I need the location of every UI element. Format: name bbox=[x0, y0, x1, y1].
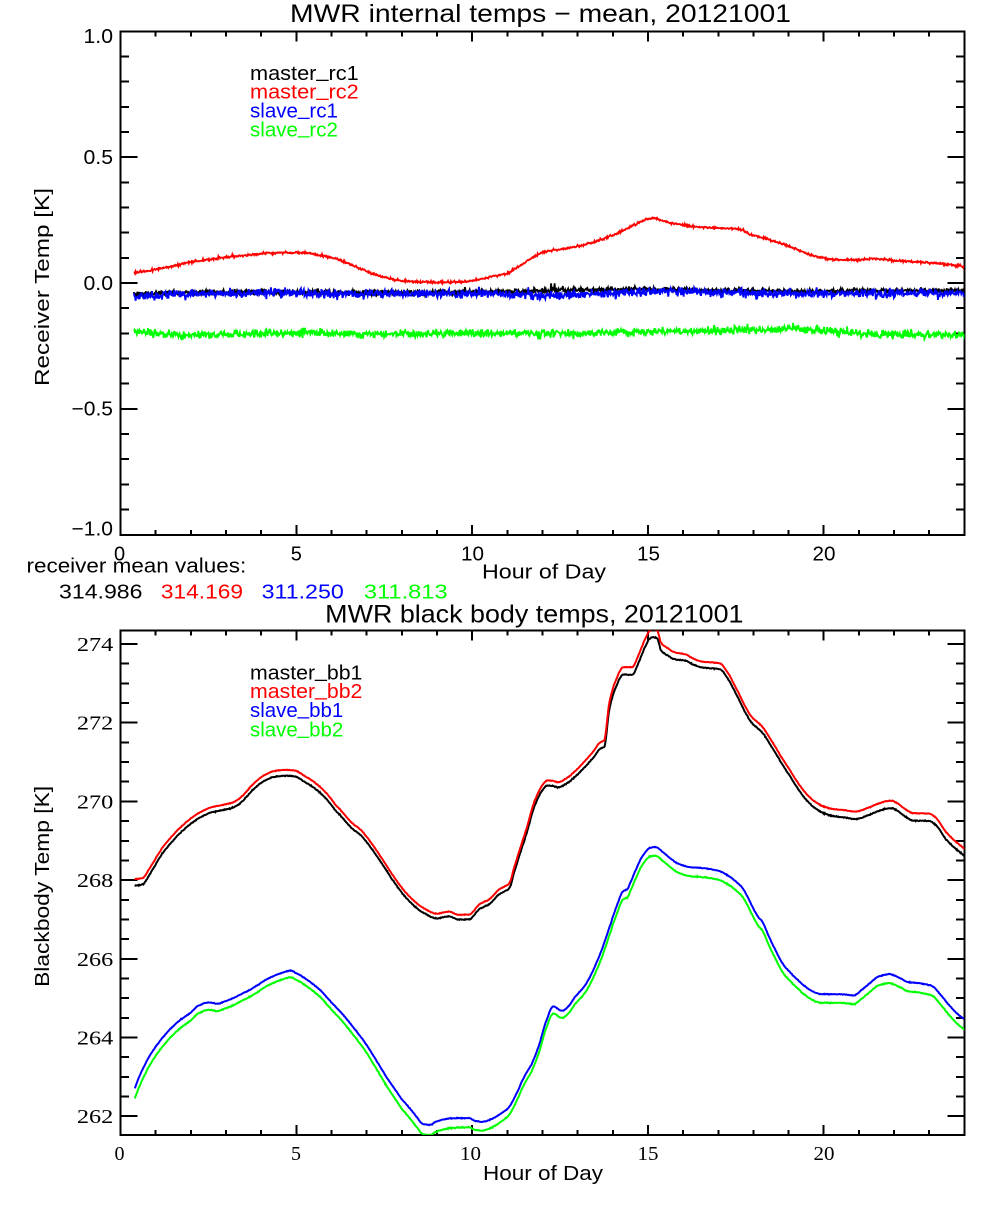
svg-text:slave_rc2: slave_rc2 bbox=[250, 117, 338, 142]
svg-text:Hour of Day: Hour of Day bbox=[483, 1163, 603, 1185]
svg-text:Blackbody Temp [K]: Blackbody Temp [K] bbox=[32, 786, 54, 987]
svg-text:slave_bb2: slave_bb2 bbox=[250, 717, 343, 742]
svg-text:266: 266 bbox=[77, 949, 113, 971]
svg-text:5: 5 bbox=[291, 544, 302, 566]
svg-text:Hour of Day: Hour of Day bbox=[482, 562, 606, 584]
svg-text:−1.0: −1.0 bbox=[72, 518, 114, 540]
svg-text:314.986: 314.986 bbox=[59, 582, 143, 604]
svg-text:311.813: 311.813 bbox=[364, 582, 448, 604]
svg-text:20: 20 bbox=[814, 1143, 835, 1165]
svg-text:274: 274 bbox=[77, 634, 113, 656]
svg-text:270: 270 bbox=[77, 791, 113, 813]
svg-text:Receiver Temp [K]: Receiver Temp [K] bbox=[32, 188, 54, 386]
svg-text:master_rc1: master _rc1 bbox=[250, 60, 359, 85]
svg-text:264: 264 bbox=[77, 1028, 113, 1050]
svg-text:master_bb1: master _bb1 bbox=[250, 660, 362, 685]
svg-text:master_rc2: master _rc2 bbox=[250, 79, 359, 104]
svg-text:MWR black body temps, 20121001: MWR black body temps, 20121001 bbox=[325, 601, 743, 629]
svg-text:20: 20 bbox=[813, 544, 836, 566]
svg-text:15: 15 bbox=[637, 544, 660, 566]
svg-text:0: 0 bbox=[115, 1143, 125, 1165]
svg-text:15: 15 bbox=[638, 1143, 659, 1165]
svg-text:272: 272 bbox=[77, 713, 113, 735]
svg-text:311.250: 311.250 bbox=[262, 582, 344, 604]
svg-text:1.0: 1.0 bbox=[84, 26, 114, 48]
svg-text:10: 10 bbox=[461, 544, 484, 566]
svg-text:262: 262 bbox=[77, 1106, 113, 1128]
svg-text:314.169: 314.169 bbox=[161, 582, 243, 604]
svg-text:slave_bb1: slave_bb1 bbox=[250, 698, 343, 723]
svg-text:slave_rc1: slave_rc1 bbox=[250, 98, 338, 123]
svg-text:MWR internal temps − mean, 201: MWR internal temps − mean, 20121001 bbox=[290, 0, 791, 28]
svg-text:receiver mean values:: receiver mean values: bbox=[27, 556, 247, 578]
svg-text:0.5: 0.5 bbox=[84, 147, 114, 169]
svg-text:268: 268 bbox=[77, 870, 113, 892]
svg-text:0.0: 0.0 bbox=[84, 273, 114, 295]
svg-text:0: 0 bbox=[114, 544, 125, 566]
svg-text:master_bb2: master _bb2 bbox=[250, 678, 362, 703]
svg-text:−0.5: −0.5 bbox=[72, 399, 114, 421]
svg-text:10: 10 bbox=[460, 1143, 481, 1165]
svg-text:5: 5 bbox=[291, 1143, 301, 1165]
